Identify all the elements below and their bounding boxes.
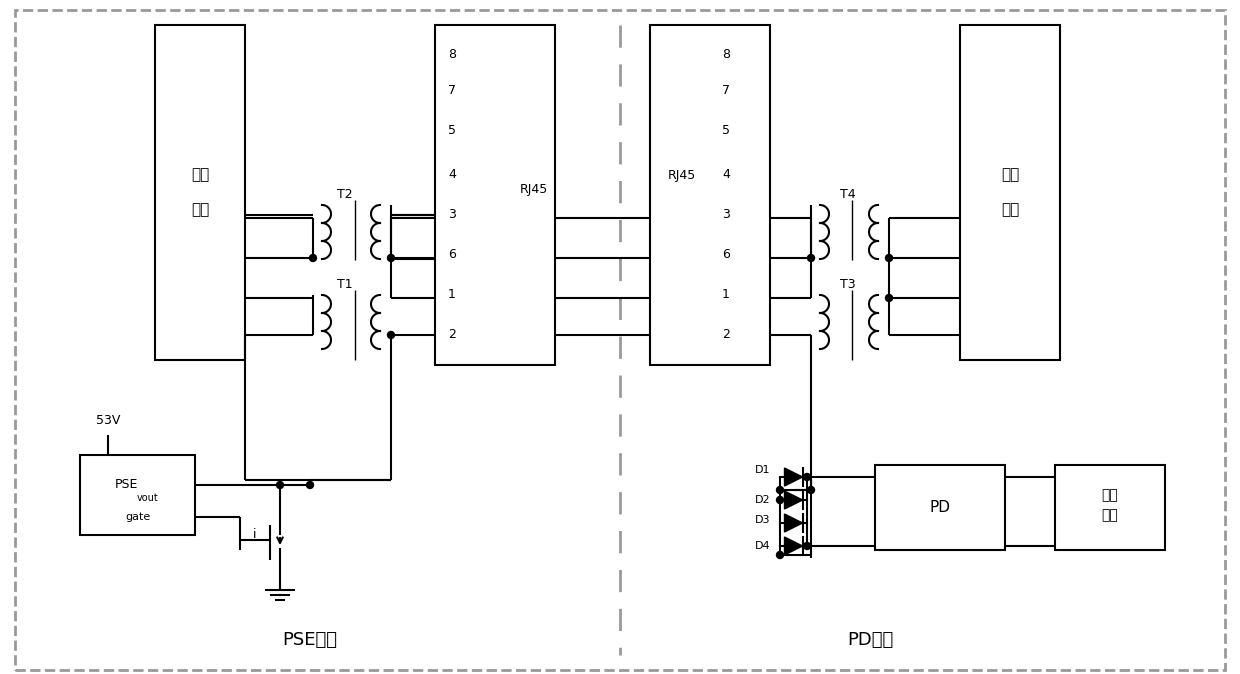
Text: D2: D2 [754,495,770,505]
Text: D1: D1 [754,465,770,475]
Text: 53V: 53V [95,414,120,427]
Text: PSE: PSE [115,479,139,491]
Text: 6: 6 [722,249,730,262]
Bar [960,25,1060,360]
Circle shape [804,543,811,549]
Circle shape [885,295,893,301]
Circle shape [804,474,811,481]
Text: 5: 5 [448,123,456,137]
Text: 4: 4 [448,168,456,181]
Polygon shape [785,468,802,486]
Bar [81,455,195,535]
Text: 接口: 接口 [191,168,210,183]
Text: PSE设备: PSE设备 [283,631,337,649]
Text: 6: 6 [448,249,456,262]
Circle shape [277,481,284,489]
Polygon shape [785,514,802,532]
Text: 3: 3 [448,208,456,222]
Text: 负载: 负载 [1101,508,1118,522]
Text: 5: 5 [722,123,730,137]
Text: D4: D4 [754,541,770,551]
Text: T4: T4 [841,189,856,202]
Text: 8: 8 [722,49,730,61]
Text: T3: T3 [841,278,856,291]
Circle shape [776,497,784,503]
Circle shape [310,255,316,262]
Bar [155,25,246,360]
Text: 系统: 系统 [1101,488,1118,502]
Text: PD设备: PD设备 [847,631,893,649]
Bar [875,465,1004,550]
Text: 7: 7 [722,84,730,96]
Polygon shape [785,537,802,555]
Text: 1: 1 [448,288,456,301]
Text: 接口: 接口 [1001,168,1019,183]
Text: 8: 8 [448,49,456,61]
Circle shape [776,551,784,559]
Circle shape [807,487,815,493]
Text: vout: vout [136,493,159,503]
Text: 7: 7 [448,84,456,96]
Text: 1: 1 [722,288,730,301]
Polygon shape [785,491,802,509]
Bar [650,25,770,365]
Circle shape [885,255,893,262]
Text: 3: 3 [722,208,730,222]
Text: i: i [253,528,257,541]
Circle shape [306,481,314,489]
Text: 2: 2 [722,328,730,342]
Text: 模块: 模块 [191,202,210,218]
Text: D3: D3 [754,515,770,525]
Text: PD: PD [930,501,951,516]
Bar [435,25,556,365]
Circle shape [807,255,815,262]
Text: RJ45: RJ45 [520,183,548,197]
Bar [1055,465,1166,550]
Text: gate: gate [125,512,150,522]
Circle shape [387,332,394,338]
Text: T2: T2 [337,189,353,202]
Text: 模块: 模块 [1001,202,1019,218]
Text: 4: 4 [722,168,730,181]
Circle shape [776,487,784,493]
Text: T1: T1 [337,278,353,291]
Text: 2: 2 [448,328,456,342]
Circle shape [387,255,394,262]
Text: RJ45: RJ45 [668,168,696,181]
